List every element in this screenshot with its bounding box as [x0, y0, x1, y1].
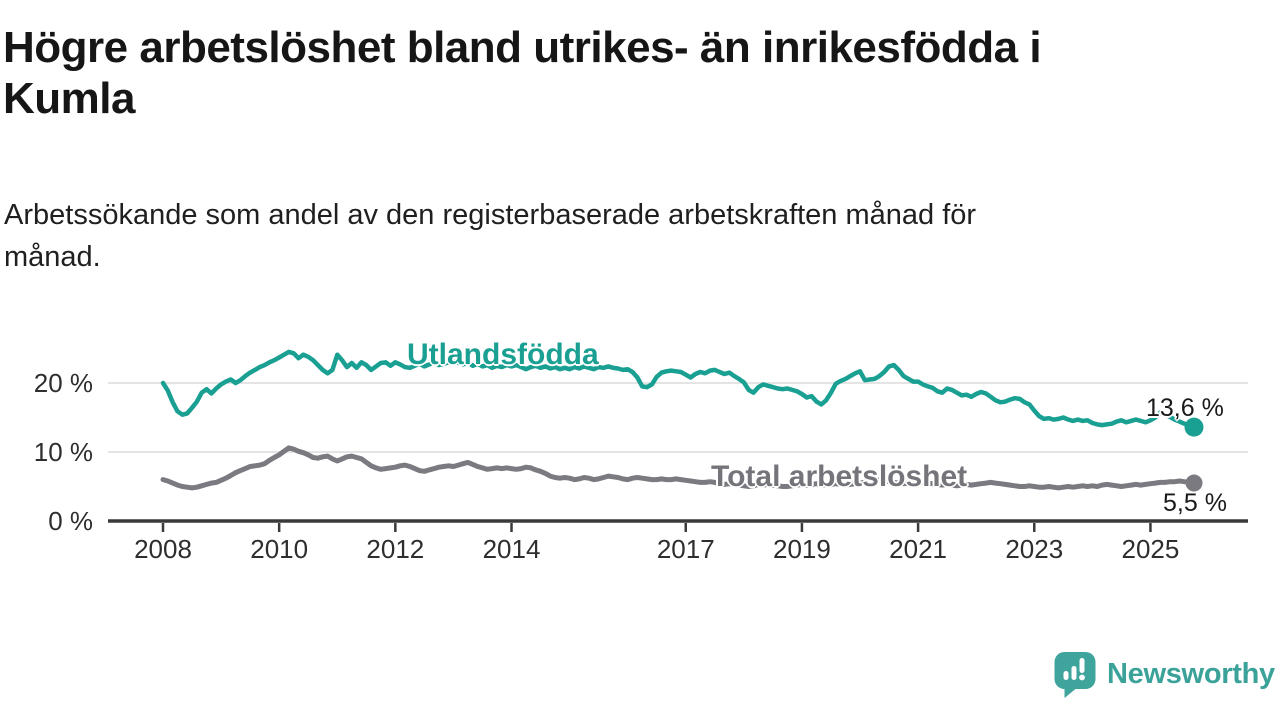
x-axis-label-2008: 2008 [134, 534, 192, 564]
newsworthy-branding: Newsworthy [1054, 650, 1275, 698]
x-axis-label-2010: 2010 [250, 534, 308, 564]
y-axis-label-20: 20 % [34, 368, 93, 398]
chart-subtitle-line-2: månad. [4, 241, 101, 273]
page-title-line-2: Kumla [3, 74, 135, 123]
series-end-dot-Utlandsfödda [1184, 417, 1204, 437]
page-title-line-1: Högre arbetslöshet bland utrikes- än inr… [3, 23, 1042, 72]
series-label-utlandsfodda: Utlandsfödda [407, 338, 599, 371]
x-axis-label-2025: 2025 [1122, 534, 1180, 564]
chart-subtitle-line-1: Arbetssökande som andel av den registerb… [4, 199, 977, 231]
series-label-total-arbetsloshet: Total arbetslöshet [711, 460, 968, 493]
chart-subtitle: Arbetssökande som andel av den registerb… [4, 194, 1254, 278]
x-axis-label-2019: 2019 [773, 534, 831, 564]
page-title: Högre arbetslöshet bland utrikes- än inr… [3, 22, 1253, 124]
x-axis-label-2017: 2017 [657, 534, 715, 564]
newsworthy-logo-text: Newsworthy [1107, 658, 1275, 690]
series-line-Total arbetslöshet [160, 445, 1197, 491]
series-line-Utlandsfödda [160, 349, 1197, 430]
x-axis-label-2023: 2023 [1005, 534, 1063, 564]
x-axis-label-2021: 2021 [889, 534, 947, 564]
series-end-dot-Total arbetslöshet [1185, 474, 1203, 492]
newsworthy-logo-icon [1054, 652, 1096, 698]
y-axis-label-0: 0 % [48, 506, 93, 536]
end-value-label-total: 5,5 % [1163, 489, 1227, 517]
x-axis-label-2014: 2014 [483, 534, 541, 564]
y-axis-label-10: 10 % [34, 437, 93, 467]
x-axis-label-2012: 2012 [366, 534, 424, 564]
end-value-label-utlandsfodda: 13,6 % [1146, 394, 1224, 422]
